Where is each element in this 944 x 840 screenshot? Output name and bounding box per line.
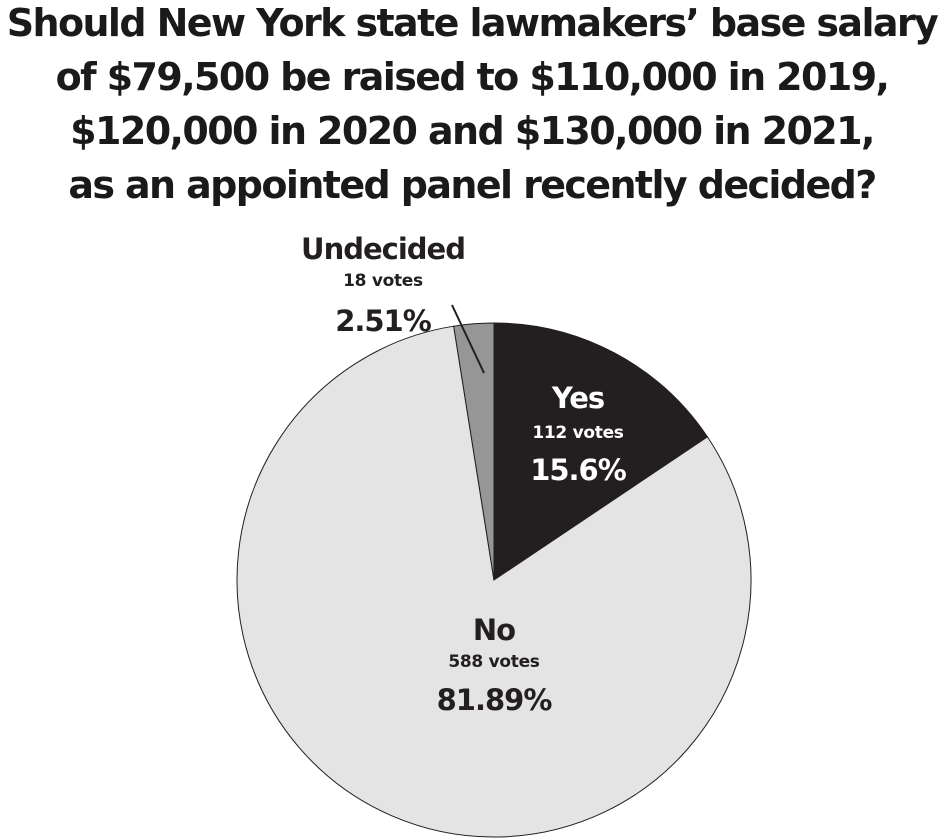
slice-label-no: No: [473, 613, 515, 647]
slice-votes-undecided: 18 votes: [343, 271, 423, 291]
undecided-leader-line: [451, 304, 485, 374]
pie-slice-yes: [493, 322, 709, 581]
slice-percent-no: 81.89%: [437, 683, 553, 717]
pie-slice-no: [236, 325, 752, 838]
slice-label-undecided: Undecided: [301, 232, 465, 266]
slice-percent-yes: 15.6%: [530, 453, 627, 487]
chart-title-line-1: Should New York state lawmakers’ base sa…: [6, 1, 939, 45]
slice-votes-yes: 112 votes: [532, 423, 623, 443]
chart-title-line-2: of $79,500 be raised to $110,000 in 2019…: [55, 55, 890, 99]
chart-title-line-4: as an appointed panel recently decided?: [68, 163, 877, 207]
pie-slice-undecided: [453, 322, 495, 581]
slice-label-yes: Yes: [551, 381, 604, 415]
slice-votes-no: 588 votes: [448, 652, 539, 672]
chart-title-line-3: $120,000 in 2020 and $130,000 in 2021,: [70, 109, 875, 153]
slice-percent-undecided: 2.51%: [335, 304, 432, 338]
